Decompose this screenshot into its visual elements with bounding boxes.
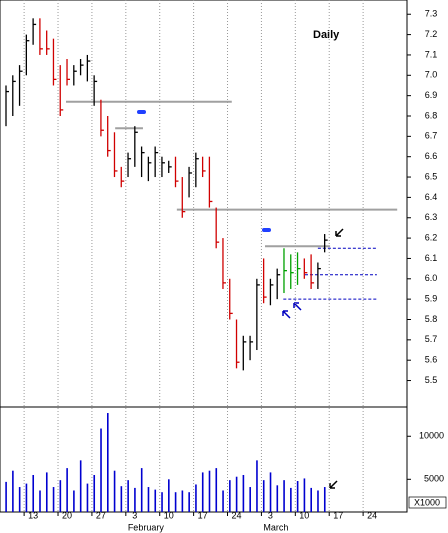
volume-bar [168, 479, 170, 512]
volume-bar [120, 486, 123, 512]
volume-bar [140, 468, 143, 512]
volume-bar [269, 472, 272, 512]
volume-bar [66, 468, 68, 512]
volume-bar [222, 490, 224, 512]
x-tick-label: 10 [299, 510, 309, 520]
arrow [329, 480, 338, 489]
y-tick-label: 6.0 [425, 273, 438, 283]
volume-bar [283, 480, 285, 512]
y-tick-label: 6.1 [425, 253, 438, 263]
volume-bar [18, 487, 21, 512]
y-tick-label: 5.7 [425, 334, 438, 344]
y-tick-label: 6.9 [425, 90, 438, 100]
arrow [282, 310, 291, 319]
volume-bar [73, 490, 75, 512]
volume-bar [262, 480, 265, 512]
markers [137, 110, 344, 489]
y-tick-label: 7.1 [425, 49, 438, 59]
y-tick-label: 7.0 [425, 70, 438, 80]
x-tick-label: 10 [164, 510, 174, 520]
x-tick-label: 17 [333, 510, 343, 520]
chart-title: Daily [313, 29, 340, 41]
arrow [335, 228, 344, 237]
marker-icon [262, 228, 271, 232]
volume-bar [188, 492, 190, 512]
volume-bar [147, 487, 150, 512]
x-tick-label: 3 [268, 510, 273, 520]
volume-bar [174, 492, 177, 512]
volume-bar [134, 487, 136, 512]
volume-bar [276, 485, 279, 512]
volume-bar [310, 487, 312, 512]
y-tick-label: 6.3 [425, 212, 438, 222]
volume-y-tick-label: 5000 [424, 474, 444, 484]
volume-bar [45, 472, 48, 512]
y-tick-label: 7.2 [425, 29, 438, 39]
volume-bar [296, 481, 299, 512]
volume-bar [235, 476, 238, 512]
volume-bar [107, 413, 109, 512]
y-tick-label: 6.8 [425, 110, 438, 120]
volume-bar [39, 490, 41, 512]
volume-bar [113, 470, 116, 512]
volume-bar [79, 460, 82, 512]
volume-bar [215, 468, 218, 512]
volume-bar [242, 474, 245, 512]
marker-icon [137, 110, 146, 114]
x-tick-label: 27 [96, 510, 106, 520]
volume-bar [229, 480, 231, 512]
unit-box [408, 496, 447, 509]
x-tick-label: 3 [132, 510, 137, 520]
volume-bar [32, 474, 35, 512]
y-tick-label: 6.4 [425, 192, 438, 202]
volume-bar [100, 428, 102, 512]
month-label: March [263, 522, 288, 532]
volume-bar [323, 487, 326, 512]
volume-bar [154, 489, 157, 512]
volume-bar [195, 484, 197, 512]
volume-bar [25, 483, 28, 512]
y-tick-label: 6.7 [425, 131, 438, 141]
y-tick-label: 5.5 [425, 375, 438, 385]
volume-bar [208, 470, 211, 512]
volume-bar [290, 487, 292, 512]
month-label: February [128, 522, 165, 532]
volume-bar [161, 492, 163, 512]
volume-bar [201, 472, 204, 512]
volume-unit-label: X1000 [414, 497, 440, 507]
y-tick-label: 5.8 [425, 314, 438, 324]
y-tick-label: 5.6 [425, 355, 438, 365]
volume-bar [317, 490, 319, 512]
y-tick-label: 6.6 [425, 151, 438, 161]
x-tick-label: 24 [232, 510, 242, 520]
volume-bar [59, 480, 62, 512]
x-tick-label: 17 [198, 510, 208, 520]
x-tick-label: 13 [28, 510, 38, 520]
volume-bar [181, 490, 184, 512]
volume-bar [52, 487, 55, 512]
volume-bar [303, 478, 306, 512]
volume-bar [86, 483, 89, 512]
volume-bar [12, 470, 14, 512]
y-tick-label: 6.5 [425, 171, 438, 181]
volume-bar [256, 460, 258, 512]
x-tick-label: 20 [62, 510, 72, 520]
volume-bar [93, 474, 96, 512]
volume-bar [5, 481, 7, 512]
plot-frame [0, 0, 408, 513]
y-tick-label: 5.9 [425, 294, 438, 304]
y-tick-label: 7.3 [425, 9, 438, 19]
y-tick-label: 6.2 [425, 232, 438, 242]
volume-bar [249, 487, 251, 512]
x-tick-label: 24 [367, 510, 377, 520]
volume-bar [127, 480, 129, 512]
volume-y-tick-label: 10000 [419, 431, 444, 441]
